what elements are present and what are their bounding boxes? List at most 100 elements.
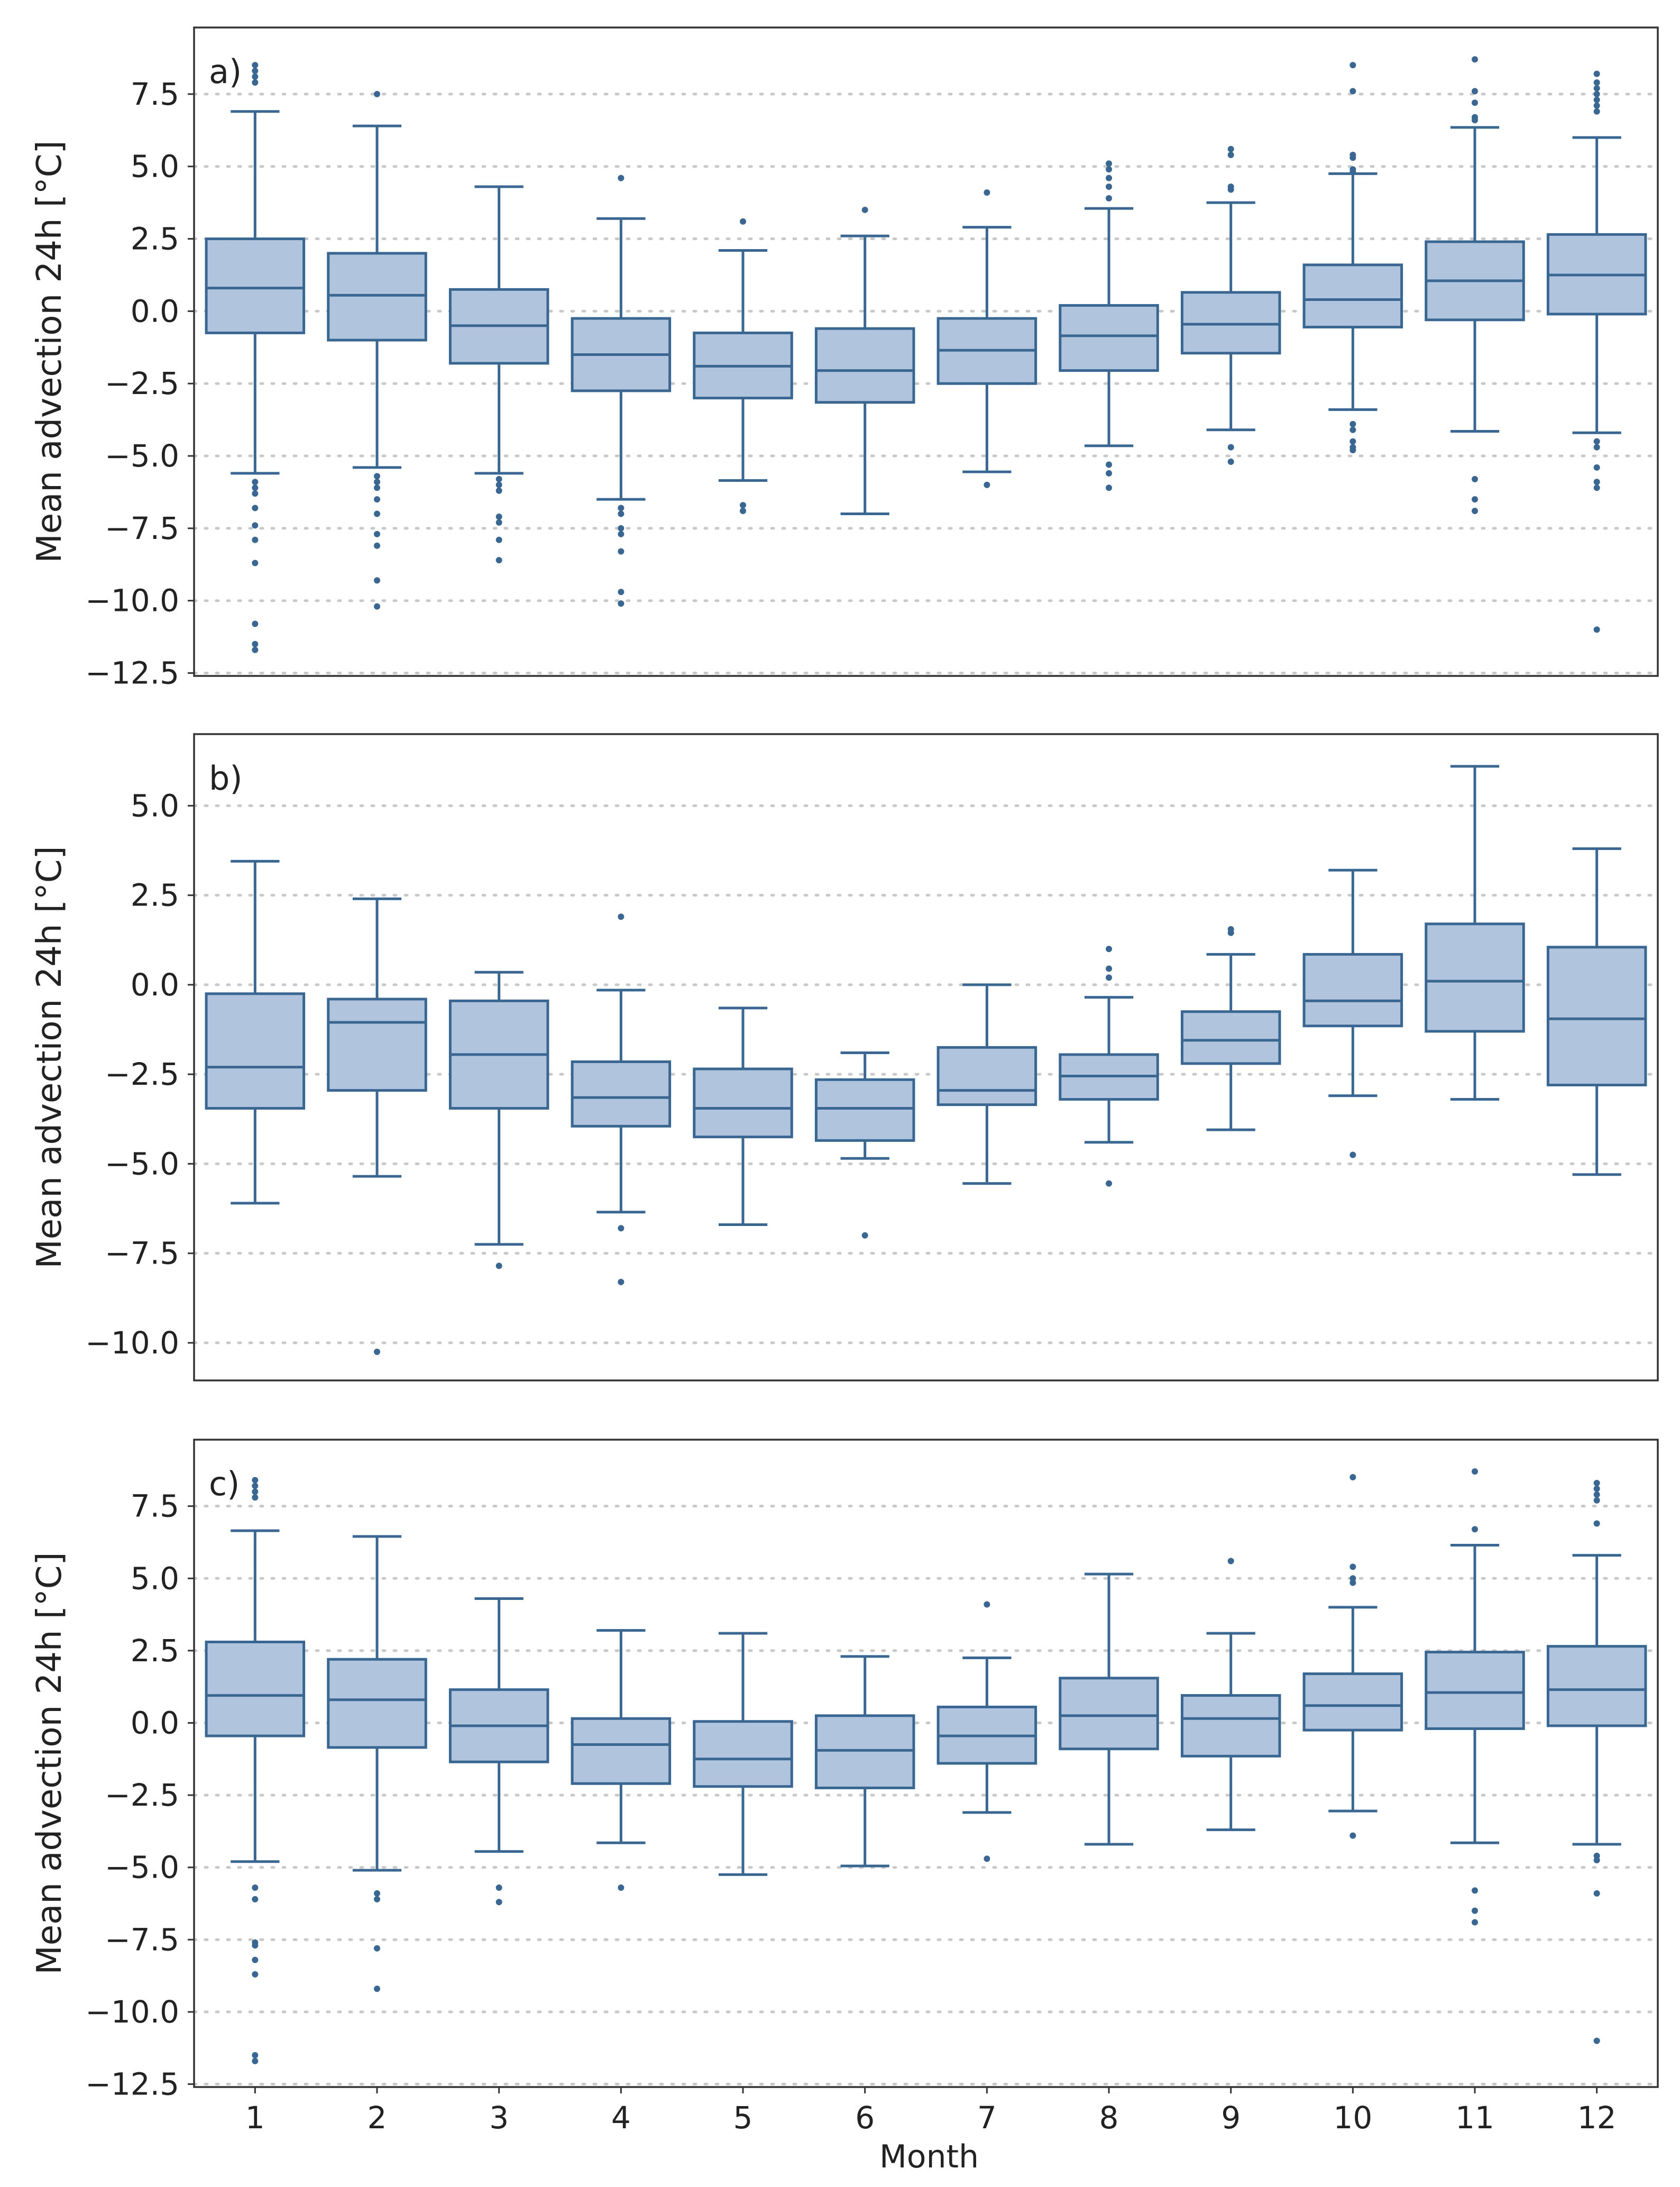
flier-point	[618, 600, 625, 607]
iqr-box	[205, 992, 306, 1110]
flier-point	[252, 2057, 259, 2064]
flier-point	[1593, 1857, 1600, 1864]
iqr-box	[1180, 1694, 1281, 1758]
flier-point	[1106, 470, 1112, 477]
iqr-box	[571, 1060, 672, 1128]
flier-point	[252, 536, 259, 543]
flier-point	[252, 2052, 259, 2058]
flier-point	[1472, 99, 1478, 106]
y-tick-label: −2.5	[105, 365, 179, 401]
flier-point	[618, 505, 625, 511]
y-tick-label: −7.5	[105, 1236, 179, 1271]
flier-point	[252, 1488, 259, 1495]
flier-point	[252, 505, 259, 511]
flier-point	[1227, 926, 1234, 932]
flier-point	[1593, 1852, 1600, 1859]
y-tick-label: 2.5	[131, 1633, 179, 1669]
iqr-box	[1546, 946, 1647, 1086]
flier-point	[984, 1601, 990, 1608]
y-tick-label: −10.0	[85, 1325, 179, 1361]
iqr-box	[693, 1067, 793, 1139]
flier-point	[1472, 1887, 1478, 1894]
flier-point	[1349, 1563, 1356, 1570]
flier-point	[252, 640, 259, 647]
flier-point	[740, 508, 746, 515]
y-axis-label: Mean advection 24h [°C]	[30, 1552, 69, 1975]
flier-point	[1472, 1907, 1478, 1914]
panel-label: b)	[209, 759, 243, 798]
iqr-box	[1180, 1010, 1281, 1065]
flier-point	[1106, 974, 1112, 981]
flier-point	[618, 913, 625, 920]
y-tick-label: 5.0	[131, 1560, 179, 1596]
y-tick-label: −5.0	[105, 1850, 179, 1886]
box-month-7	[937, 983, 1038, 1185]
plot-frame	[193, 1439, 1659, 2088]
y-tick-label: 2.5	[131, 221, 179, 257]
flier-point	[252, 522, 259, 529]
flier-point	[374, 90, 380, 97]
flier-point	[1349, 166, 1356, 173]
flier-point	[495, 475, 502, 482]
flier-point	[1472, 1919, 1478, 1926]
flier-point	[1227, 151, 1234, 158]
flier-point	[618, 1884, 625, 1891]
flier-point	[252, 1971, 259, 1978]
flier-point	[374, 1890, 380, 1897]
flier-point	[252, 479, 259, 486]
flier-point	[252, 1942, 259, 1949]
iqr-box	[327, 1658, 427, 1749]
flier-point	[984, 189, 990, 196]
box-month-9	[1180, 926, 1281, 1131]
flier-point	[618, 589, 625, 596]
flier-point	[1349, 1579, 1356, 1586]
flier-point	[374, 479, 380, 486]
box-month-8	[1059, 946, 1159, 1187]
flier-point	[861, 1232, 868, 1239]
box-month-4	[571, 913, 672, 1285]
box-month-8	[1059, 160, 1159, 491]
flier-point	[252, 560, 259, 566]
flier-point	[252, 1483, 259, 1489]
flier-point	[1593, 79, 1600, 86]
iqr-box	[1059, 304, 1159, 372]
flier-point	[1593, 1479, 1600, 1486]
box-month-12	[1546, 1479, 1647, 2044]
y-tick-label: 7.5	[131, 1488, 179, 1524]
chart-panels: 7.5 5.0 2.5 0.0 −2.5 −5.0 −7.5 −10.0 −12.5 a) Mean…	[30, 26, 1659, 2136]
flier-point	[1349, 426, 1356, 433]
flier-point	[1593, 102, 1600, 109]
box-month-2	[327, 897, 427, 1355]
x-axis-label: Month	[879, 2138, 979, 2175]
flier-point	[252, 62, 259, 69]
flier-point	[252, 1477, 259, 1484]
x-tick-label: 8	[1099, 2100, 1119, 2136]
flier-point	[1106, 175, 1112, 181]
box-month-6	[814, 1051, 915, 1239]
box-month-1	[205, 1477, 306, 2064]
box-month-10	[1302, 868, 1403, 1158]
y-tick-label: 0.0	[131, 967, 179, 1003]
flier-point	[1349, 420, 1356, 427]
flier-point	[374, 530, 380, 537]
box-month-6	[814, 206, 915, 515]
y-tick-label: −7.5	[105, 510, 179, 546]
flier-point	[1593, 1520, 1600, 1527]
iqr-box	[205, 1641, 306, 1737]
box-month-3	[448, 971, 549, 1269]
y-tick-label: −5.0	[105, 438, 179, 474]
flier-point	[495, 1884, 502, 1891]
flier-point	[1593, 70, 1600, 77]
iqr-box	[814, 327, 915, 404]
x-tick-label: 1	[245, 2100, 265, 2136]
flier-point	[374, 496, 380, 503]
flier-point	[1593, 484, 1600, 491]
flier-point	[1106, 195, 1112, 202]
y-tick-label: −7.5	[105, 1921, 179, 1957]
box-month-8	[1059, 1572, 1159, 1846]
iqr-box	[327, 998, 427, 1092]
flier-point	[495, 1899, 502, 1906]
y-tick-label: −5.0	[105, 1146, 179, 1182]
flier-point	[495, 487, 502, 494]
